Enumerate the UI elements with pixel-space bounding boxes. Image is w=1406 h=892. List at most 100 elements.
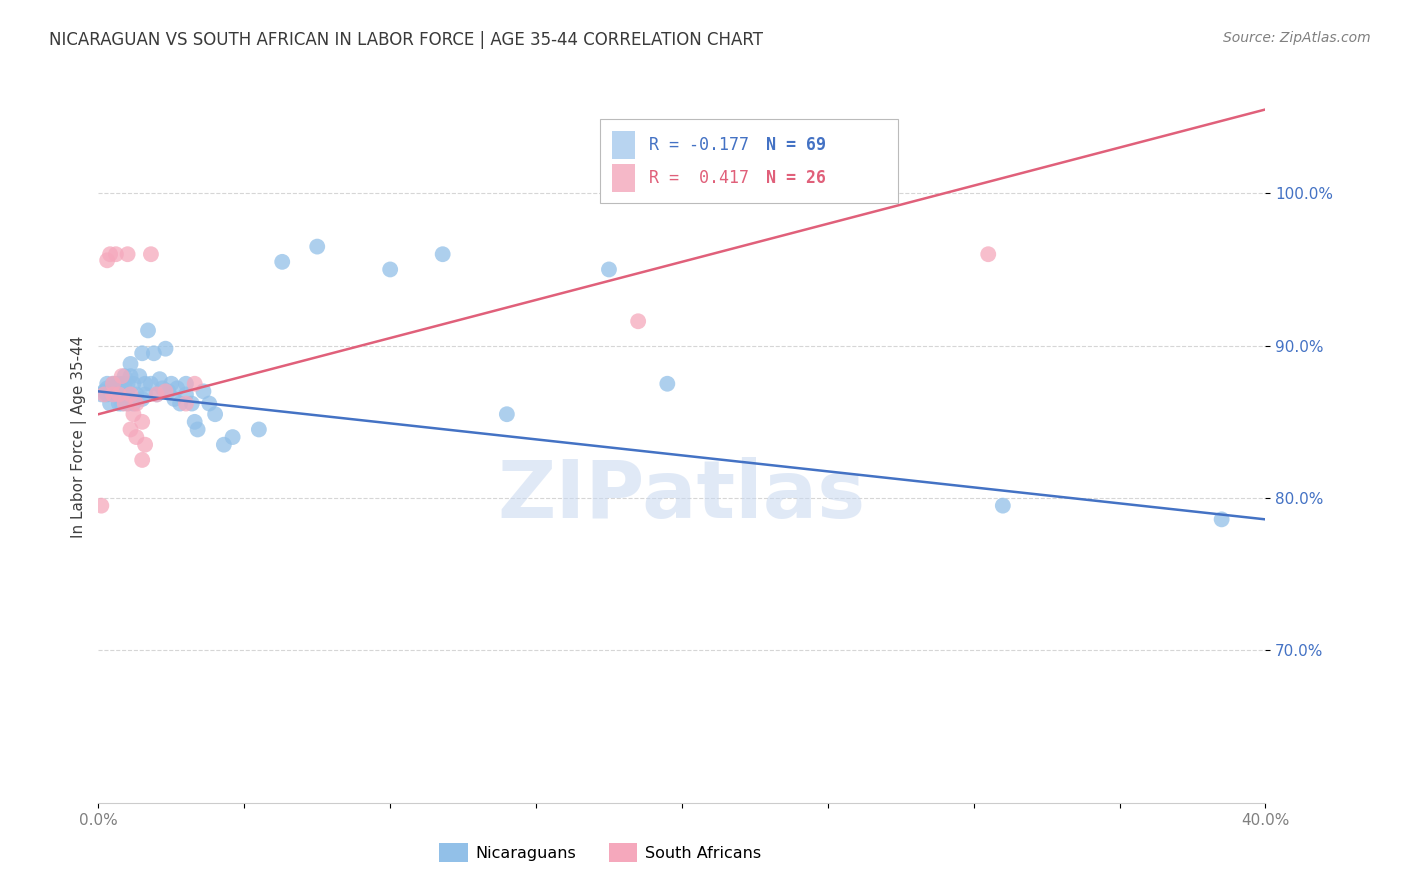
Point [114,396,136,410]
Point [160,376,183,391]
Point [114,387,136,401]
Point [657,376,679,391]
Point [174,387,197,401]
Point [101,387,124,401]
Point [131,346,153,360]
Point [98,247,121,261]
Point [90,499,112,513]
Point [131,415,153,429]
Point [98,384,121,399]
Text: R =  0.417: R = 0.417 [650,169,749,187]
Point [122,396,145,410]
Point [104,381,127,395]
Point [152,381,174,395]
Point [187,422,209,436]
Point [117,387,139,401]
Point [104,387,127,401]
Point [307,239,329,253]
Point [1211,512,1233,526]
Point [101,376,124,391]
Point [117,247,139,261]
Point [166,381,188,395]
Point [125,387,148,401]
Point [93,387,115,401]
Point [163,392,186,406]
Point [117,396,139,410]
Point [174,396,197,410]
Point [108,387,131,401]
Point [120,387,142,401]
Point [104,247,127,261]
Point [96,381,118,395]
Text: N = 26: N = 26 [766,169,825,187]
Point [122,407,145,421]
Point [96,376,118,391]
Point [991,499,1014,513]
Point [114,376,136,391]
Point [111,396,134,410]
Point [101,381,124,395]
Point [108,387,131,401]
Point [157,384,180,399]
Point [122,376,145,391]
Point [101,387,124,401]
Legend: Nicaraguans, South Africans: Nicaraguans, South Africans [433,837,768,868]
Point [247,422,270,436]
Text: N = 69: N = 69 [766,136,825,154]
Y-axis label: In Labor Force | Age 35-44: In Labor Force | Age 35-44 [72,336,87,538]
Point [111,369,134,384]
Point [134,387,156,401]
Point [134,376,156,391]
Point [104,376,127,391]
Point [142,346,165,360]
Point [198,396,221,410]
Point [108,381,131,395]
Point [380,262,402,277]
Point [98,396,121,410]
Bar [600,119,898,203]
Point [120,422,142,436]
Point [125,396,148,410]
Point [183,415,205,429]
Point [598,262,620,277]
Text: NICARAGUAN VS SOUTH AFRICAN IN LABOR FORCE | AGE 35-44 CORRELATION CHART: NICARAGUAN VS SOUTH AFRICAN IN LABOR FOR… [49,31,763,49]
Bar [612,131,636,159]
Point [146,387,169,401]
Point [131,392,153,406]
Point [139,247,162,261]
Point [221,430,243,444]
Point [108,396,131,410]
Point [120,357,142,371]
Point [108,376,131,391]
Point [174,376,197,391]
Point [131,453,153,467]
Point [96,253,118,268]
Point [146,387,169,401]
Point [627,314,650,328]
Point [180,396,202,410]
Text: R = -0.177: R = -0.177 [650,136,749,154]
Point [111,387,134,401]
Bar [612,164,636,192]
Point [193,384,215,399]
Point [496,407,519,421]
Point [204,407,226,421]
Point [139,376,162,391]
Point [155,342,177,356]
Point [117,376,139,391]
Point [183,376,205,391]
Point [155,384,177,399]
Text: ZIPatlas: ZIPatlas [498,457,866,534]
Point [149,372,172,386]
Point [101,376,124,391]
Point [93,384,115,399]
Point [90,387,112,401]
Point [101,384,124,399]
Point [114,369,136,384]
Point [977,247,1000,261]
Point [128,369,150,384]
Point [169,396,191,410]
Point [120,369,142,384]
Text: Source: ZipAtlas.com: Source: ZipAtlas.com [1223,31,1371,45]
Point [136,323,159,337]
